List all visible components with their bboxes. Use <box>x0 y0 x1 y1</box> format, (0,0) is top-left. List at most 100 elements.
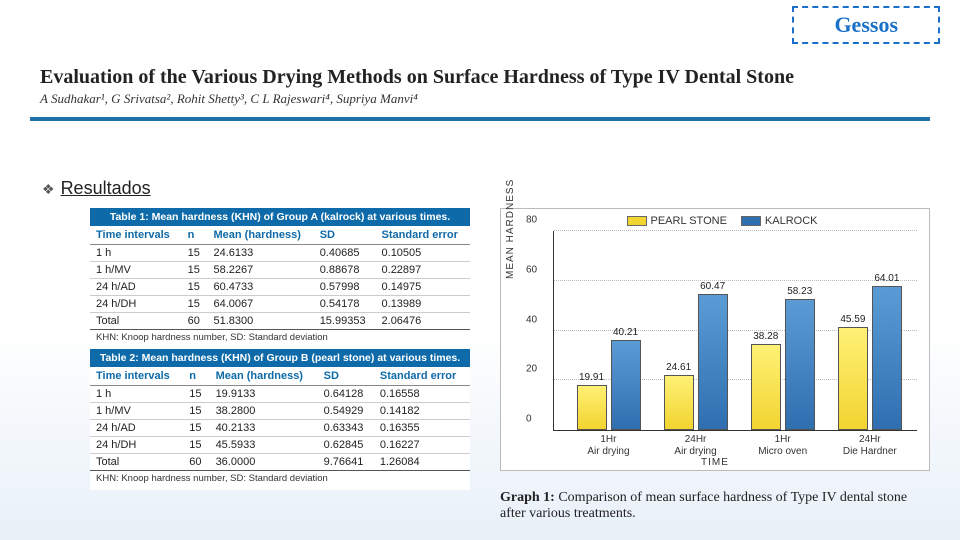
table-cell: 24.6133 <box>208 245 314 262</box>
table-cell: 24 h/DH <box>90 296 182 313</box>
table-cell: 64.0067 <box>208 296 314 313</box>
table-cell: 0.40685 <box>314 245 376 262</box>
gridline <box>554 280 917 281</box>
table-cell: 1 h <box>90 386 183 403</box>
table-cell: 15 <box>182 279 208 296</box>
bullet-icon: ❖ <box>42 181 55 197</box>
bar-value: 40.21 <box>613 327 638 338</box>
table-row: 24 h/AD1540.21330.633430.16355 <box>90 420 470 437</box>
chart-area: 02040608019.9140.211HrAir drying24.6160.… <box>553 231 917 431</box>
table-cell: 0.16227 <box>374 437 470 454</box>
table-cell: 0.64128 <box>318 386 374 403</box>
bar-kalrock: 64.01 <box>872 286 902 430</box>
table-cell: 15 <box>183 420 209 437</box>
table-cell: Total <box>90 454 183 471</box>
table-cell: 0.88678 <box>314 262 376 279</box>
y-tick: 40 <box>526 314 537 325</box>
table-row: Total6036.00009.766411.26084 <box>90 454 470 471</box>
table-cell: 1 h/MV <box>90 403 183 420</box>
table-cell: 45.5933 <box>210 437 318 454</box>
table-footnote: KHN: Knoop hardness number, SD: Standard… <box>90 471 470 490</box>
table-cell: 0.16558 <box>374 386 470 403</box>
bar-pearl: 45.59 <box>838 327 868 430</box>
data-table: Time intervalsnMean (hardness)SDStandard… <box>90 367 470 471</box>
table-cell: 0.13989 <box>376 296 470 313</box>
table-caption: Table 1: Mean hardness (KHN) of Group A … <box>90 208 470 226</box>
table-cell: 15 <box>183 386 209 403</box>
bar-kalrock: 40.21 <box>611 340 641 430</box>
table-row: 1 h1524.61330.406850.10505 <box>90 245 470 262</box>
top-tag: Gessos <box>792 6 940 44</box>
table-row: 1 h1519.91330.641280.16558 <box>90 386 470 403</box>
tables-block: Table 1: Mean hardness (KHN) of Group A … <box>90 208 470 490</box>
table-cell: 15 <box>182 245 208 262</box>
x-tick: 24HrAir drying <box>656 430 736 458</box>
table-cell: 15.99353 <box>314 313 376 330</box>
table-cell: 15 <box>182 262 208 279</box>
section-heading: ❖ Resultados <box>42 178 151 199</box>
table-row: 24 h/DH1545.59330.628450.16227 <box>90 437 470 454</box>
bar-value: 19.91 <box>579 372 604 383</box>
table-header-cell: SD <box>314 226 376 245</box>
table-cell: 24 h/AD <box>90 420 183 437</box>
table-cell: 60 <box>183 454 209 471</box>
chart-caption-bold: Graph 1: <box>500 490 555 505</box>
section-label: Resultados <box>61 178 151 198</box>
table-header-cell: Time intervals <box>90 367 183 386</box>
table-cell: 0.62845 <box>318 437 374 454</box>
bar-value: 60.47 <box>700 281 725 292</box>
table-header-cell: n <box>182 226 208 245</box>
table-row: 24 h/AD1560.47330.579980.14975 <box>90 279 470 296</box>
chart-ylabel: MEAN HARDNESS <box>505 179 516 279</box>
table-header-cell: Mean (hardness) <box>210 367 318 386</box>
y-tick: 20 <box>526 364 537 375</box>
table-cell: 1.26084 <box>374 454 470 471</box>
table-cell: 2.06476 <box>376 313 470 330</box>
table-cell: 38.2800 <box>210 403 318 420</box>
table-row: 24 h/DH1564.00670.541780.13989 <box>90 296 470 313</box>
y-tick: 0 <box>526 414 532 425</box>
chart-legend: PEARL STONEKALROCK <box>505 215 925 227</box>
bar-kalrock: 58.23 <box>785 299 815 430</box>
x-tick: 24HrDie Hardner <box>830 430 910 458</box>
table-caption: Table 2: Mean hardness (KHN) of Group B … <box>90 349 470 367</box>
y-tick: 60 <box>526 264 537 275</box>
table-cell: 60.4733 <box>208 279 314 296</box>
legend-swatch <box>741 216 761 226</box>
table-cell: 15 <box>183 403 209 420</box>
table-cell: 1 h/MV <box>90 262 182 279</box>
data-table: Time intervalsnMean (hardness)SDStandard… <box>90 226 470 330</box>
table-cell: 15 <box>183 437 209 454</box>
legend-label: PEARL STONE <box>651 215 727 227</box>
table-cell: 0.16355 <box>374 420 470 437</box>
bar-value: 24.61 <box>666 362 691 373</box>
table-cell: 24 h/DH <box>90 437 183 454</box>
table-header-cell: SD <box>318 367 374 386</box>
chart-block: PEARL STONEKALROCK MEAN HARDNESS 0204060… <box>500 208 930 471</box>
legend-swatch <box>627 216 647 226</box>
bar-pearl: 38.28 <box>751 344 781 430</box>
table-header-cell: Standard error <box>374 367 470 386</box>
bar-value: 45.59 <box>840 314 865 325</box>
table-cell: 0.22897 <box>376 262 470 279</box>
table-cell: 0.14182 <box>374 403 470 420</box>
table-row: 1 h/MV1538.28000.549290.14182 <box>90 403 470 420</box>
table-cell: 24 h/AD <box>90 279 182 296</box>
table-cell: 19.9133 <box>210 386 318 403</box>
table-row: Total6051.830015.993532.06476 <box>90 313 470 330</box>
y-tick: 80 <box>526 215 537 226</box>
gridline <box>554 230 917 231</box>
table-cell: 0.54929 <box>318 403 374 420</box>
table-cell: 58.2267 <box>208 262 314 279</box>
table-cell: 0.14975 <box>376 279 470 296</box>
paper-title: Evaluation of the Various Drying Methods… <box>30 60 930 91</box>
paper-authors: A Sudhakar¹, G Srivatsa², Rohit Shetty³,… <box>30 91 930 121</box>
table-cell: 40.2133 <box>210 420 318 437</box>
table-cell: 0.57998 <box>314 279 376 296</box>
table-cell: 0.10505 <box>376 245 470 262</box>
table-cell: 0.63343 <box>318 420 374 437</box>
chart-caption-text: Comparison of mean surface hardness of T… <box>500 490 907 521</box>
table-header-cell: Mean (hardness) <box>208 226 314 245</box>
table-cell: 1 h <box>90 245 182 262</box>
table-cell: 15 <box>182 296 208 313</box>
